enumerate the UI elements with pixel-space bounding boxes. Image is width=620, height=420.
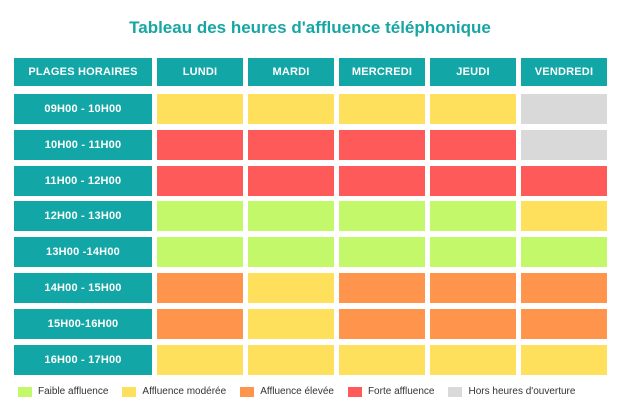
heatmap-cell <box>157 201 243 231</box>
legend-item: Hors heures d'ouverture <box>448 386 575 397</box>
legend-label: Affluence élevée <box>260 386 334 397</box>
time-slot-label: 13H00 -14H00 <box>14 237 152 267</box>
heatmap-cell <box>339 201 425 231</box>
heatmap-cell <box>157 166 243 196</box>
time-slot-label: 16H00 - 17H00 <box>14 345 152 375</box>
heatmap-cell <box>248 94 334 124</box>
legend-label: Forte affluence <box>367 386 435 397</box>
legend-swatch <box>240 386 255 397</box>
time-slot-label: 14H00 - 15H00 <box>14 273 152 303</box>
legend-item: Faible affluence <box>18 386 108 397</box>
chart-title: Tableau des heures d'affluence téléphoni… <box>129 18 491 37</box>
heatmap-cell <box>339 130 425 160</box>
heatmap-cell <box>521 273 607 303</box>
heatmap-cell <box>248 130 334 160</box>
heatmap-cell <box>157 130 243 160</box>
column-header-mercredi: MERCREDI <box>339 58 425 86</box>
heatmap-cell <box>521 166 607 196</box>
legend-swatch <box>347 386 362 397</box>
heatmap-cell <box>157 237 243 267</box>
heatmap-cell <box>157 345 243 375</box>
heatmap-cell <box>521 309 607 339</box>
heatmap-cell <box>430 201 516 231</box>
legend-item: Affluence modérée <box>122 386 226 397</box>
legend-swatch <box>18 386 32 397</box>
heatmap-cell <box>430 94 516 124</box>
heatmap-cell <box>430 166 516 196</box>
heatmap-cell <box>521 201 607 231</box>
column-header-jeudi: JEUDI <box>430 58 516 86</box>
heatmap-cell <box>339 94 425 124</box>
heatmap-cell <box>339 345 425 375</box>
legend-label: Affluence modérée <box>142 386 227 397</box>
row-header-label: PLAGES HORAIRES <box>14 58 152 86</box>
heatmap-cell <box>521 345 607 375</box>
heatmap-cell <box>248 345 334 375</box>
heatmap-cell <box>339 166 425 196</box>
heatmap-cell <box>157 94 243 124</box>
legend-label: Faible affluence <box>38 386 109 397</box>
legend: Faible affluence Affluence modérée Affluen… <box>18 386 589 397</box>
heatmap-cell <box>521 94 607 124</box>
heatmap-cell <box>430 309 516 339</box>
legend-item: Forte affluence <box>347 386 435 397</box>
heatmap-cell <box>248 237 334 267</box>
legend-item: Affluence élevée <box>240 386 334 397</box>
legend-swatch <box>122 386 137 397</box>
heatmap-cell <box>430 237 516 267</box>
time-slot-label: 09H00 - 10H00 <box>14 94 152 124</box>
legend-swatch <box>448 386 463 397</box>
column-header-mardi: MARDI <box>248 58 334 86</box>
heatmap-cell <box>430 273 516 303</box>
column-header-vendredi: VENDREDI <box>521 58 607 86</box>
time-slot-label: 11H00 - 12H00 <box>14 166 152 196</box>
heatmap-cell <box>521 237 607 267</box>
heatmap-cell <box>339 237 425 267</box>
heatmap-cell <box>248 273 334 303</box>
time-slot-label: 12H00 - 13H00 <box>14 201 152 231</box>
legend-label: Hors heures d'ouverture <box>468 386 576 397</box>
time-slot-label: 10H00 - 11H00 <box>14 130 152 160</box>
heatmap-cell <box>339 273 425 303</box>
column-header-lundi: LUNDI <box>157 58 243 86</box>
heatmap-cell <box>248 201 334 231</box>
heatmap-cell <box>157 309 243 339</box>
heatmap-cell <box>339 309 425 339</box>
heatmap-cell <box>430 130 516 160</box>
heatmap-cell <box>248 166 334 196</box>
heatmap-cell <box>521 130 607 160</box>
time-slot-label: 15H00-16H00 <box>14 309 152 339</box>
heatmap-cell <box>248 309 334 339</box>
heatmap-cell <box>430 345 516 375</box>
heatmap-cell <box>157 273 243 303</box>
